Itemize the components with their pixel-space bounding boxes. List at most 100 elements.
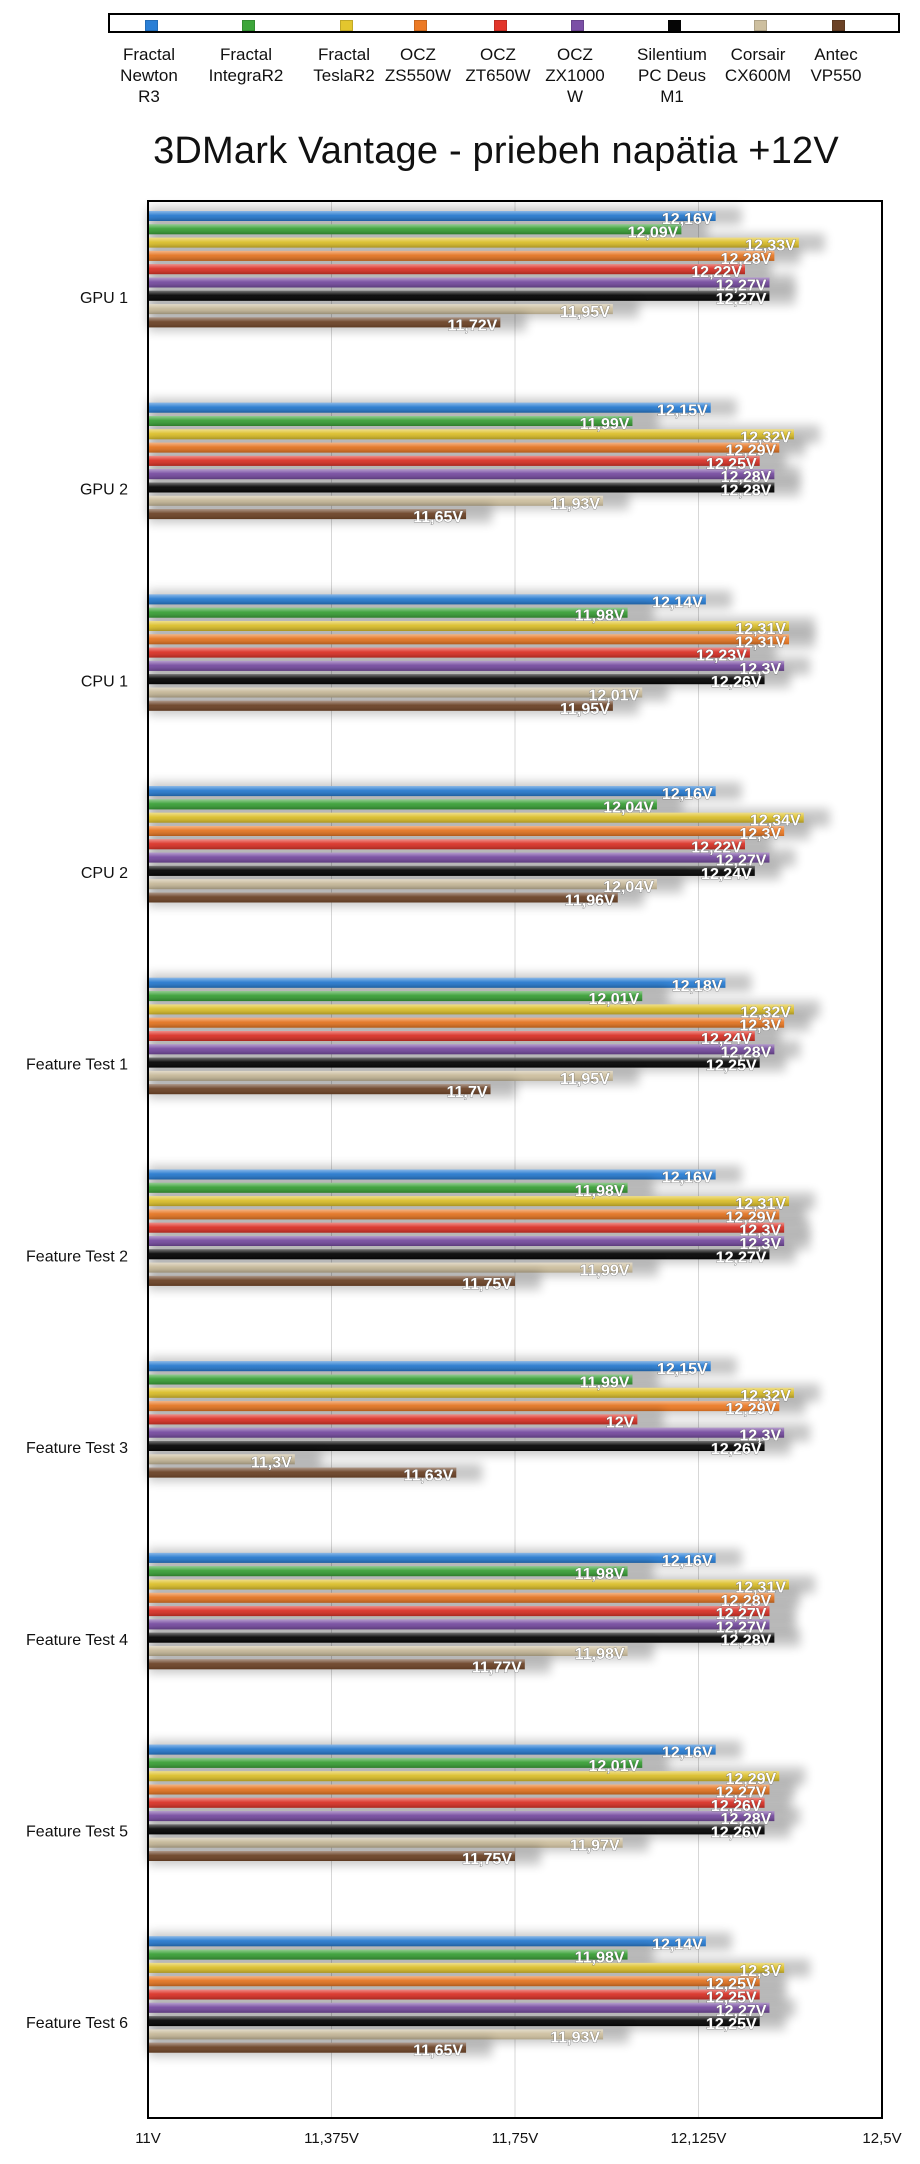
data-label: 11,93V bbox=[550, 496, 600, 513]
bar-gloss bbox=[148, 1606, 770, 1617]
data-label: 12,16V bbox=[662, 1553, 713, 1570]
bar-gloss bbox=[148, 607, 628, 618]
legend-label-line: IntegraR2 bbox=[208, 66, 284, 85]
bar-gloss bbox=[148, 1441, 765, 1451]
bar-gloss bbox=[148, 839, 745, 850]
data-label: 11,98V bbox=[575, 608, 625, 625]
data-label: 12,16V bbox=[662, 211, 713, 228]
bar-gloss bbox=[148, 1632, 775, 1643]
bar-gloss bbox=[148, 1236, 785, 1246]
bar-gloss bbox=[148, 1936, 706, 1947]
data-label: 11,77V bbox=[472, 1659, 522, 1676]
data-label: 12,01V bbox=[589, 688, 640, 705]
bar-gloss bbox=[148, 1592, 775, 1603]
bar-gloss bbox=[148, 1387, 794, 1398]
legend-label-line: Fractal bbox=[220, 45, 272, 64]
data-label: 12,15V bbox=[657, 1361, 708, 1378]
bar-gloss bbox=[148, 1196, 790, 1207]
bar-gloss bbox=[148, 1414, 638, 1425]
data-label: 12,16V bbox=[662, 786, 713, 803]
bar-gloss bbox=[148, 1824, 765, 1835]
bar-gloss bbox=[148, 211, 716, 221]
legend-label: OCZ ZT650W bbox=[439, 44, 557, 86]
legend-label-line: Fractal bbox=[123, 45, 175, 64]
data-label: 12,27V bbox=[716, 1606, 767, 1623]
bar-gloss bbox=[148, 2042, 467, 2053]
category-label: Feature Test 4 bbox=[26, 1632, 128, 1649]
data-label: 12V bbox=[606, 1414, 635, 1431]
legend-swatch bbox=[414, 20, 427, 31]
x-tick-label: 12,125V bbox=[671, 2130, 727, 2147]
bar-gloss bbox=[148, 2016, 760, 2027]
data-label: 11,72V bbox=[447, 317, 497, 334]
data-label: 12,28V bbox=[721, 1811, 772, 1828]
x-tick-label: 12,5V bbox=[862, 2130, 901, 2147]
bar-gloss bbox=[148, 416, 633, 426]
bar-gloss bbox=[148, 1552, 716, 1563]
data-label: 12,26V bbox=[711, 1824, 762, 1841]
legend-label: Antec VP550 bbox=[777, 44, 895, 86]
data-label: 12,31V bbox=[735, 1196, 786, 1213]
data-label: 12,3V bbox=[739, 1223, 781, 1240]
data-label: 12,23V bbox=[696, 648, 747, 665]
data-label: 12,25V bbox=[706, 456, 757, 473]
data-label: 12,09V bbox=[628, 224, 679, 241]
data-label: 12,25V bbox=[706, 1058, 757, 1075]
x-tick-label: 11,375V bbox=[304, 2130, 359, 2147]
bar-gloss bbox=[148, 1374, 633, 1385]
bar-gloss bbox=[148, 509, 467, 520]
legend-swatch bbox=[754, 20, 767, 31]
legend-label-line: OCZ bbox=[400, 45, 436, 64]
bar-gloss bbox=[148, 674, 765, 685]
data-label: 12,24V bbox=[701, 1031, 752, 1048]
bar-gloss bbox=[148, 1784, 770, 1795]
bar-gloss bbox=[148, 1249, 770, 1260]
legend-label: Silentium PC Deus M1 bbox=[613, 44, 731, 107]
legend-label-line: VP550 bbox=[810, 66, 862, 85]
bar-gloss bbox=[148, 1275, 515, 1286]
bar-gloss bbox=[148, 1851, 515, 1861]
data-label: 12,31V bbox=[735, 621, 786, 638]
data-label: 11,7V bbox=[447, 1084, 488, 1101]
legend-label-line: Antec bbox=[814, 45, 858, 64]
bar-gloss bbox=[148, 1169, 716, 1180]
data-label: 11,65V bbox=[413, 509, 463, 526]
bar-gloss bbox=[148, 647, 750, 658]
bar-gloss bbox=[148, 237, 799, 248]
bar-gloss bbox=[148, 1976, 760, 1987]
data-label: 11,99V bbox=[580, 416, 630, 433]
legend-label-line: Silentium bbox=[637, 45, 707, 64]
bar-gloss bbox=[148, 455, 760, 466]
bar-gloss bbox=[148, 1467, 457, 1478]
data-label: 11,3V bbox=[251, 1454, 292, 1471]
bar-gloss bbox=[148, 1659, 525, 1670]
legend-label-line: R3 bbox=[138, 87, 160, 106]
category-label: Feature Test 2 bbox=[26, 1248, 128, 1265]
data-label: 12,22V bbox=[691, 264, 742, 281]
legend-swatch bbox=[145, 20, 158, 31]
bar-gloss bbox=[148, 2002, 770, 2013]
bar-gloss bbox=[148, 879, 657, 890]
legend-label-line: W bbox=[566, 87, 584, 106]
data-label: 12,3V bbox=[739, 1018, 781, 1035]
data-label: 12,26V bbox=[711, 1441, 762, 1458]
bar-gloss bbox=[148, 482, 775, 493]
bar-gloss bbox=[148, 1057, 760, 1068]
data-label: 11,98V bbox=[575, 1566, 625, 1583]
x-tick-label: 11V bbox=[135, 2130, 161, 2147]
bar-gloss bbox=[148, 442, 780, 453]
category-label: CPU 2 bbox=[81, 865, 128, 882]
bar-gloss bbox=[148, 1646, 628, 1656]
bar-gloss bbox=[148, 826, 785, 836]
bar-gloss bbox=[148, 1031, 755, 1041]
data-label: 12,3V bbox=[739, 1428, 781, 1445]
bar-gloss bbox=[148, 634, 790, 645]
legend-label-line: M1 bbox=[660, 87, 684, 106]
data-label: 12,27V bbox=[716, 291, 767, 308]
bar-gloss bbox=[148, 1004, 794, 1015]
bar-gloss bbox=[148, 1044, 775, 1055]
data-label: 12,14V bbox=[652, 594, 703, 611]
data-label: 11,95V bbox=[560, 1071, 610, 1088]
legend-label-line: Fractal bbox=[318, 45, 370, 64]
